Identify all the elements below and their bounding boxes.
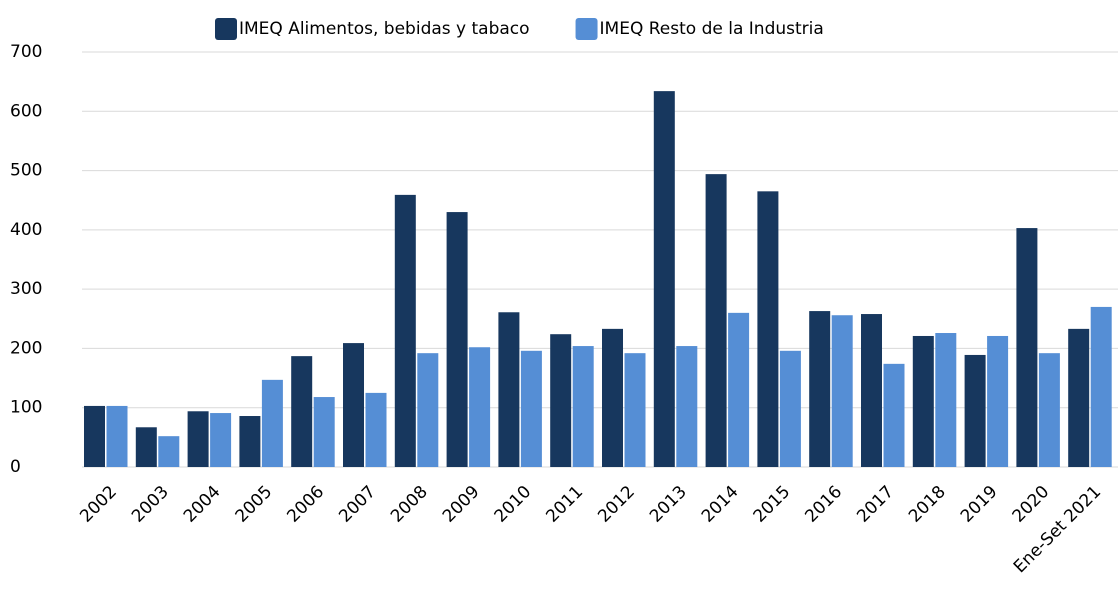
x-tick-label: 2018 bbox=[905, 482, 950, 527]
bar bbox=[779, 350, 801, 467]
bar bbox=[550, 334, 572, 467]
bar bbox=[987, 335, 1009, 467]
x-tick-label: 2016 bbox=[801, 482, 846, 527]
legend-label: IMEQ Alimentos, bebidas y tabaco bbox=[239, 19, 530, 39]
bar bbox=[365, 392, 387, 467]
y-tick-label: 500 bbox=[10, 161, 42, 181]
bar bbox=[757, 191, 779, 468]
x-tick-label: 2010 bbox=[491, 482, 536, 527]
bar bbox=[261, 379, 283, 467]
x-tick-label: 2004 bbox=[180, 482, 225, 527]
x-tick-label: 2003 bbox=[128, 482, 173, 527]
x-tick-label: 2019 bbox=[957, 482, 1002, 527]
bar bbox=[469, 347, 491, 467]
bar bbox=[1090, 306, 1112, 467]
bar bbox=[728, 312, 750, 467]
bar bbox=[417, 353, 439, 467]
bar bbox=[653, 91, 675, 467]
bar bbox=[861, 314, 882, 467]
bar bbox=[343, 343, 364, 467]
y-tick-label: 700 bbox=[10, 42, 42, 62]
bar bbox=[1068, 328, 1090, 467]
bar bbox=[187, 411, 209, 467]
x-tick-label: 2014 bbox=[698, 482, 743, 527]
bar bbox=[158, 436, 180, 467]
y-tick-label: 600 bbox=[10, 101, 42, 121]
x-tick-label: 2009 bbox=[439, 482, 484, 527]
bar bbox=[1038, 353, 1060, 467]
x-tick-label: 2017 bbox=[853, 482, 898, 527]
bar bbox=[106, 405, 128, 467]
bar bbox=[210, 413, 232, 467]
bar bbox=[84, 405, 105, 467]
bar bbox=[676, 346, 698, 467]
bar bbox=[831, 315, 853, 467]
x-tick-label: 2013 bbox=[646, 482, 691, 527]
x-tick-label: 2008 bbox=[387, 482, 432, 527]
x-tick-label: 2002 bbox=[76, 482, 121, 527]
x-tick-label: 2015 bbox=[750, 482, 795, 527]
bar bbox=[572, 346, 594, 467]
bar bbox=[883, 363, 905, 467]
bar bbox=[912, 335, 934, 467]
bar bbox=[239, 416, 261, 467]
y-tick-label: 0 bbox=[10, 457, 21, 477]
bar bbox=[705, 174, 727, 467]
y-tick-label: 100 bbox=[10, 398, 42, 418]
y-tick-label: 200 bbox=[10, 338, 42, 358]
x-tick-label: 2005 bbox=[232, 482, 277, 527]
bar bbox=[291, 356, 313, 467]
bar bbox=[313, 397, 335, 467]
bar bbox=[520, 350, 542, 467]
x-tick-label: 2007 bbox=[335, 482, 380, 527]
bar bbox=[446, 212, 468, 467]
bar bbox=[624, 353, 646, 467]
x-tick-label: 2020 bbox=[1009, 482, 1054, 527]
legend-label: IMEQ Resto de la Industria bbox=[600, 19, 824, 39]
bar bbox=[602, 328, 623, 467]
bar bbox=[935, 333, 957, 467]
legend-swatch bbox=[215, 18, 237, 40]
bar bbox=[394, 194, 416, 467]
x-tick-label: 2012 bbox=[594, 482, 639, 527]
y-tick-label: 300 bbox=[10, 279, 42, 299]
bar bbox=[1016, 228, 1038, 467]
bar bbox=[498, 312, 520, 467]
y-tick-label: 400 bbox=[10, 220, 42, 240]
x-tick-label: 2006 bbox=[283, 482, 328, 527]
bar bbox=[809, 311, 831, 467]
x-tick-label: 2011 bbox=[542, 482, 587, 527]
bar bbox=[964, 354, 986, 467]
bar bbox=[135, 427, 157, 467]
legend-swatch bbox=[575, 18, 598, 40]
